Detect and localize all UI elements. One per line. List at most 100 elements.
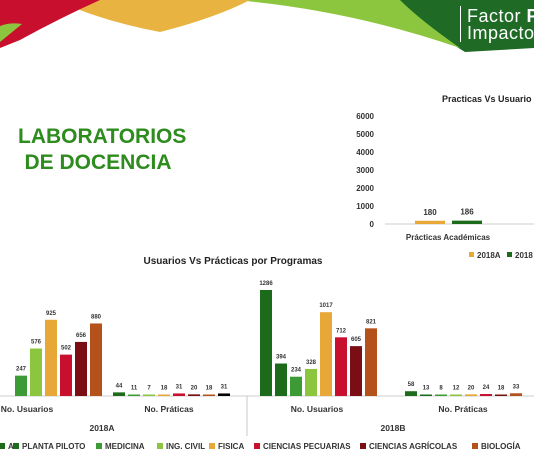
chart1-bar: [415, 220, 445, 224]
chart2-bar: [305, 368, 317, 396]
chart2-legend-swatch: [472, 443, 478, 449]
banner-red-shape: [0, 0, 100, 48]
chart1-legend-label: 2018A: [477, 251, 501, 260]
chart2-legend-swatch: [254, 443, 260, 449]
chart1-y-tick-label: 3000: [356, 166, 374, 175]
chart2-data-label: 502: [61, 346, 72, 352]
chart2-data-label: 605: [351, 337, 362, 343]
chart2-bar: [60, 354, 72, 396]
chart1-y-axis: 6000 5000 4000 3000 2000 1000 0: [356, 112, 374, 229]
chart2-bar: [350, 346, 362, 396]
chart2-data-label: 1017: [319, 303, 333, 309]
chart2-title: Usuarios Vs Prácticas por Programas: [144, 256, 323, 267]
header-title-line1: Factor Pe: [467, 6, 534, 26]
chart2-bar: [420, 394, 432, 396]
banner-light-green-shape: [235, 0, 460, 48]
chart2-data-label: 7: [147, 386, 151, 392]
chart1-legend-swatch: [507, 252, 512, 257]
section-title: LABORATORIOS DE DOCENCIA: [18, 124, 187, 176]
chart2-bar: [465, 394, 477, 396]
chart2-bar: [75, 341, 87, 396]
chart1-category-label: Prácticas Académicas: [406, 233, 491, 242]
chart2-bar: [113, 392, 125, 396]
chart1-legend: 2018A 2018: [469, 251, 533, 260]
banner-light-green-corner: [0, 23, 22, 42]
chart2-bar: [260, 290, 272, 396]
chart2-data-label: 880: [91, 314, 102, 320]
chart2-bar: [335, 337, 347, 396]
chart2-legend-label: ING. CIVIL: [166, 442, 205, 451]
chart1-y-tick-label: 4000: [356, 148, 374, 157]
chart2-data-label: 1286: [259, 281, 273, 287]
chart1-legend-label: 2018: [515, 251, 533, 260]
chart2-data-label: 11: [131, 386, 138, 392]
chart2-data-label: 247: [16, 367, 27, 373]
chart2-data-label: 12: [453, 386, 460, 392]
chart2-legend-swatch: [157, 443, 163, 449]
chart2-legend-label: BIOLOGÍA: [481, 442, 521, 451]
chart2-data-label: 20: [191, 385, 198, 391]
chart2-bar: [218, 393, 230, 396]
chart2-bar: [90, 323, 102, 396]
chart2-legend-label: MEDICINA: [105, 442, 145, 451]
chart1-y-tick-label: 5000: [356, 130, 374, 139]
chart2-legend-swatch: [96, 443, 102, 449]
chart1-y-tick-label: 2000: [356, 184, 374, 193]
chart2-legend-swatch: [0, 443, 5, 449]
chart2-data-label: 821: [366, 319, 377, 325]
chart2-axis-labels: No. Usuarios No. Práticas No. Usuarios No. …: [1, 404, 488, 433]
chart2-subgroup-label: No. Práticas: [438, 404, 487, 414]
chart2-data-label: 234: [291, 368, 302, 374]
chart2-legend-label: CIENCIAS PECUARIAS: [263, 442, 351, 451]
section-title-line1: LABORATORIOS: [18, 125, 187, 148]
chart2-data-label: 24: [483, 385, 490, 391]
chart2-bar: [15, 375, 27, 396]
chart1-y-tick-label: 0: [370, 220, 375, 229]
chart2-data-label: 394: [276, 355, 287, 361]
chart2-bar: [320, 312, 332, 396]
chart2-bar: [450, 394, 462, 396]
chart1-legend-swatch: [469, 252, 474, 257]
chart2-bar: [143, 394, 155, 396]
chart2-subgroup-label: No. Usuarios: [291, 404, 344, 414]
chart1-title: Practicas Vs Usuario: [442, 94, 532, 104]
chart2-legend-swatch: [209, 443, 215, 449]
chart2-data-label: 656: [76, 333, 87, 339]
chart2-data-label: 13: [423, 386, 430, 392]
chart2-data-label: 328: [306, 360, 317, 366]
chart2-bar: [275, 363, 287, 396]
header-divider: [460, 6, 461, 42]
chart1-data-label: 186: [460, 208, 474, 217]
chart1-y-tick-label: 1000: [356, 202, 374, 211]
header-banner: [0, 0, 534, 52]
chart2-bar: [435, 394, 447, 396]
chart2-subgroup-label: No. Práticas: [144, 404, 193, 414]
chart2-legend-label: FISICA: [218, 442, 244, 451]
chart2-bar: [495, 394, 507, 396]
chart2-bar: [365, 328, 377, 396]
chart2-bar: [30, 348, 42, 396]
chart2-data-label: 18: [161, 386, 168, 392]
chart2-data-label: 31: [221, 384, 228, 390]
chart1-bars: 180 186: [415, 208, 482, 224]
chart2-group-label: 2018A: [89, 423, 114, 433]
chart2-data-label: 58: [408, 382, 415, 388]
chart2-data-label: 20: [468, 385, 475, 391]
chart2-legend-swatch: [13, 443, 19, 449]
chart2-data-label: 33: [513, 384, 520, 390]
chart2-bar: [45, 319, 57, 396]
chart2-data-label: 925: [46, 311, 57, 317]
chart1-y-tick-label: 6000: [356, 112, 374, 121]
chart2-bar: [203, 394, 215, 396]
chart2-data-label: 8: [439, 386, 443, 392]
chart2-bar: [480, 394, 492, 396]
chart2-bars: 247 576 925 502 656 880 44 11 7 18 31 20 18 31 1286 394…: [15, 281, 522, 396]
banner-gold-shape: [55, 0, 250, 32]
chart2-legend-label: CIENCIAS AGRÍCOLAS: [369, 442, 458, 451]
chart2-bar: [158, 394, 170, 396]
chart2-bar: [405, 391, 417, 396]
chart2-subgroup-label: No. Usuarios: [1, 404, 54, 414]
chart2-legend-label: PLANTA PILOTO: [22, 442, 85, 451]
